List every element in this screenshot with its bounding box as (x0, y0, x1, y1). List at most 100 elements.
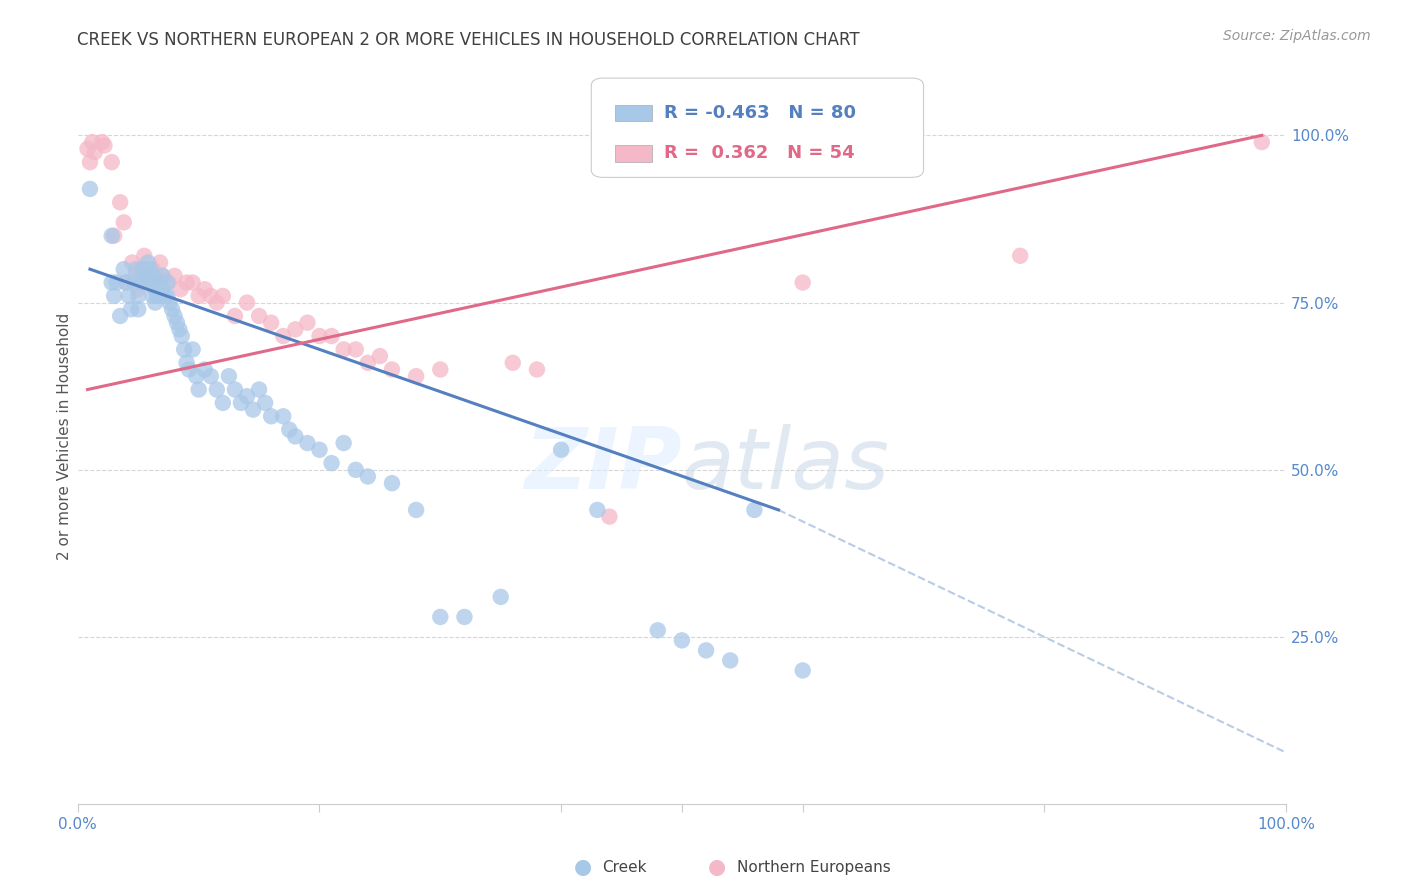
Point (194, 282, 217, 296)
Point (236, 389, 259, 403)
Text: ●: ● (575, 857, 592, 877)
FancyBboxPatch shape (616, 104, 652, 121)
Point (502, 356, 524, 370)
Point (103, 289, 125, 303)
Point (224, 383, 246, 397)
Point (344, 343, 367, 357)
Point (93, 138, 115, 153)
Point (100, 228, 122, 243)
Point (160, 302, 183, 317)
Point (357, 469, 380, 483)
Point (125, 268, 148, 283)
Point (153, 289, 176, 303)
Point (181, 343, 204, 357)
Point (115, 276, 138, 290)
Point (169, 282, 191, 296)
Y-axis label: 2 or more Vehicles in Household: 2 or more Vehicles in Household (58, 313, 72, 560)
Point (152, 282, 174, 296)
Point (135, 268, 157, 283)
Point (671, 633, 693, 648)
Point (143, 282, 166, 296)
Point (357, 356, 380, 370)
Point (166, 316, 188, 330)
Point (145, 268, 167, 283)
Point (405, 369, 427, 384)
Point (271, 409, 294, 424)
Point (142, 268, 165, 283)
Point (695, 643, 717, 657)
Point (211, 289, 233, 303)
Point (129, 262, 152, 277)
Point (271, 329, 294, 343)
Point (177, 362, 200, 376)
Point (157, 276, 180, 290)
Point (108, 195, 131, 210)
Text: atlas: atlas (682, 425, 890, 508)
Point (205, 295, 228, 310)
Point (163, 268, 186, 283)
Point (127, 282, 149, 296)
Point (224, 309, 246, 323)
Point (129, 276, 152, 290)
Point (744, 503, 766, 517)
Point (173, 343, 195, 357)
Point (134, 249, 156, 263)
Point (260, 409, 283, 424)
Point (115, 276, 138, 290)
Point (344, 463, 367, 477)
Point (79, 182, 101, 196)
Point (117, 289, 139, 303)
Point (308, 442, 330, 457)
Point (132, 262, 155, 277)
Point (181, 276, 204, 290)
Point (136, 268, 159, 283)
Point (218, 369, 240, 384)
Text: R = -0.463   N = 80: R = -0.463 N = 80 (664, 103, 856, 121)
Point (200, 369, 222, 384)
Point (186, 369, 208, 384)
Point (91, 135, 114, 149)
Point (105, 276, 128, 290)
Point (83, 145, 105, 160)
Point (236, 295, 259, 310)
Text: ZIP: ZIP (524, 425, 682, 508)
Point (127, 289, 149, 303)
Point (278, 423, 301, 437)
Point (79, 155, 101, 169)
Point (586, 503, 609, 517)
Point (149, 289, 172, 303)
Point (254, 396, 277, 410)
Point (156, 289, 179, 303)
Point (136, 255, 159, 269)
Point (156, 276, 179, 290)
Point (205, 383, 228, 397)
Point (381, 362, 404, 376)
Point (122, 276, 145, 290)
Point (260, 316, 283, 330)
Point (194, 362, 217, 376)
Point (121, 255, 143, 269)
Point (163, 309, 186, 323)
Point (176, 356, 198, 370)
FancyBboxPatch shape (616, 145, 652, 161)
Point (489, 590, 512, 604)
Point (598, 509, 620, 524)
Point (405, 503, 427, 517)
Point (792, 664, 814, 678)
Point (152, 268, 174, 283)
Point (142, 289, 165, 303)
Point (242, 402, 264, 417)
Point (381, 476, 404, 491)
Point (284, 322, 307, 336)
Point (112, 215, 135, 229)
Point (127, 302, 149, 317)
Point (453, 610, 475, 624)
Point (76, 142, 98, 156)
Point (321, 329, 343, 343)
Point (368, 349, 391, 363)
Point (176, 276, 198, 290)
Point (108, 309, 131, 323)
Point (321, 456, 343, 470)
Text: R =  0.362   N = 54: R = 0.362 N = 54 (664, 145, 855, 162)
Point (103, 228, 125, 243)
